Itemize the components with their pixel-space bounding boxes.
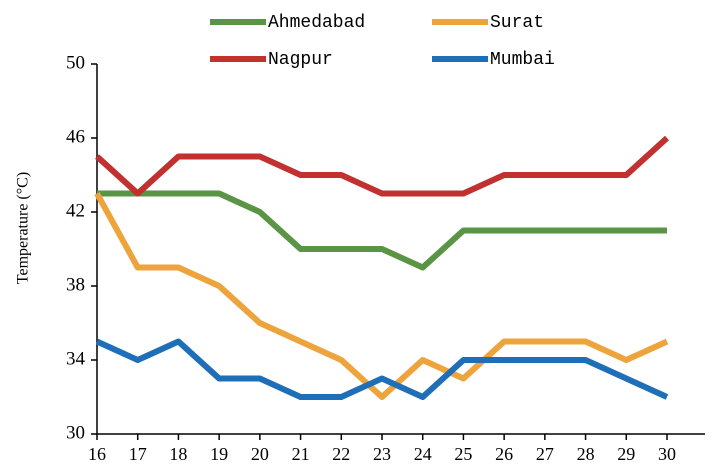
y-tick-label: 30	[66, 422, 85, 443]
legend-label: Nagpur	[268, 50, 333, 70]
legend-label: Ahmedabad	[268, 13, 365, 33]
x-tick-label: 23	[373, 444, 391, 464]
x-tick-label: 22	[332, 444, 350, 464]
x-tick-label: 16	[88, 444, 106, 464]
y-tick-label: 34	[66, 348, 86, 369]
legend-label: Mumbai	[490, 50, 555, 70]
x-tick-label: 28	[577, 444, 595, 464]
y-tick-label: 42	[66, 200, 85, 221]
y-axis-label: Temperature (°C)	[15, 172, 32, 284]
x-tick-label: 25	[454, 444, 472, 464]
series-line	[97, 190, 667, 271]
x-tick-label: 26	[495, 444, 513, 464]
x-tick-label: 27	[536, 444, 554, 464]
legend-label: Surat	[490, 13, 544, 33]
x-tick-label: 30	[658, 444, 676, 464]
x-tick-label: 29	[617, 444, 635, 464]
x-tick-label: 24	[414, 444, 432, 464]
x-tick-label: 20	[251, 444, 269, 464]
x-tick-label: 19	[210, 444, 228, 464]
series-line	[94, 192, 669, 400]
y-tick-label: 38	[66, 274, 85, 295]
x-tick-label: 18	[169, 444, 187, 464]
y-tick-label: 50	[66, 52, 85, 73]
x-tick-label: 21	[292, 444, 310, 464]
series-line	[95, 338, 669, 400]
x-tick-label: 17	[129, 444, 147, 464]
y-tick-label: 46	[66, 126, 85, 147]
series-line	[94, 135, 670, 197]
